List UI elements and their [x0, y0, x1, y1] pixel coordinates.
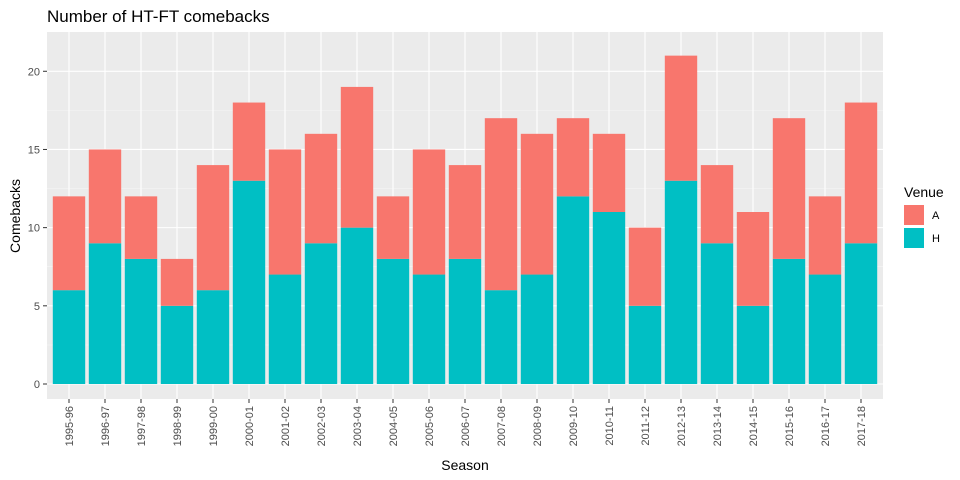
- bar-A-2014-15: [736, 212, 770, 306]
- bar-A-1999-00: [196, 165, 230, 291]
- x-tick-label: 1998-99: [172, 406, 184, 446]
- bar-A-1995-96: [52, 196, 86, 291]
- bar-H-2001-02: [268, 274, 302, 384]
- bar-H-2004-05: [376, 258, 410, 384]
- bar-H-2008-09: [520, 274, 554, 384]
- bars: [52, 55, 878, 384]
- bar-A-2001-02: [268, 149, 302, 275]
- bar-H-1997-98: [124, 258, 158, 384]
- y-tick-label: 0: [34, 379, 40, 391]
- bar-H-2005-06: [412, 274, 446, 384]
- bar-H-1995-96: [52, 290, 86, 384]
- x-tick-label: 2016-17: [820, 406, 832, 446]
- legend-label-H: H: [932, 233, 940, 245]
- legend-key-H: [904, 228, 924, 248]
- bar-A-2006-07: [448, 165, 482, 259]
- x-tick-label: 2002-03: [316, 406, 328, 446]
- bar-H-2017-18: [844, 243, 878, 384]
- y-tick-label: 15: [28, 144, 40, 156]
- bar-H-2010-11: [592, 212, 626, 384]
- bar-H-2016-17: [808, 274, 842, 384]
- bar-A-2002-03: [304, 133, 338, 244]
- bar-H-2015-16: [772, 258, 806, 384]
- x-tick-label: 2008-09: [532, 406, 544, 446]
- x-tick-label: 2001-02: [280, 406, 292, 446]
- bar-H-2007-08: [484, 290, 518, 384]
- bar-A-2016-17: [808, 196, 842, 275]
- y-tick-label: 5: [34, 301, 40, 313]
- bar-H-2003-04: [340, 227, 374, 384]
- bar-A-2012-13: [664, 55, 698, 181]
- y-tick-label: 20: [28, 66, 40, 78]
- x-tick-label: 2004-05: [388, 406, 400, 446]
- x-tick-label: 2005-06: [424, 406, 436, 446]
- bar-A-2011-12: [628, 227, 662, 306]
- bar-H-1999-00: [196, 290, 230, 384]
- x-tick-label: 2017-18: [856, 406, 868, 446]
- x-tick-label: 2013-14: [712, 406, 724, 446]
- bar-A-1997-98: [124, 196, 158, 259]
- bar-H-2013-14: [700, 243, 734, 384]
- x-tick-label: 2014-15: [748, 406, 760, 446]
- bar-A-2010-11: [592, 133, 626, 212]
- y-axis-title: Comebacks: [7, 179, 23, 253]
- bar-A-2000-01: [232, 102, 266, 181]
- legend-label-A: A: [932, 210, 940, 222]
- bar-A-2003-04: [340, 86, 374, 228]
- bar-H-1996-97: [88, 243, 122, 384]
- y-axis: 0 5 10 15 20: [28, 66, 47, 391]
- bar-H-2006-07: [448, 258, 482, 384]
- x-tick-label: 2006-07: [460, 406, 472, 446]
- legend-key-A: [904, 205, 924, 225]
- bar-H-2002-03: [304, 243, 338, 384]
- x-tick-label: 2007-08: [496, 406, 508, 446]
- x-axis-title: Season: [441, 457, 488, 473]
- bar-H-1998-99: [160, 305, 194, 384]
- bar-A-2013-14: [700, 165, 734, 244]
- chart-title: Number of HT-FT comebacks: [47, 7, 270, 26]
- bar-A-2007-08: [484, 118, 518, 291]
- bar-A-2017-18: [844, 102, 878, 244]
- bar-A-1996-97: [88, 149, 122, 244]
- bar-A-2005-06: [412, 149, 446, 275]
- bar-A-2009-10: [556, 118, 590, 197]
- x-tick-label: 2012-13: [676, 406, 688, 446]
- bar-A-2004-05: [376, 196, 410, 259]
- x-tick-label: 2015-16: [784, 406, 796, 446]
- legend: Venue AH: [904, 184, 944, 248]
- bar-H-2000-01: [232, 180, 266, 384]
- bar-H-2012-13: [664, 180, 698, 384]
- x-tick-label: 2010-11: [604, 406, 616, 446]
- legend-title: Venue: [904, 184, 944, 200]
- bar-H-2009-10: [556, 196, 590, 384]
- bar-H-2011-12: [628, 305, 662, 384]
- bar-H-2014-15: [736, 305, 770, 384]
- x-tick-label: 2000-01: [244, 406, 256, 446]
- bar-A-1998-99: [160, 258, 194, 306]
- x-tick-label: 1999-00: [208, 406, 220, 446]
- x-tick-label: 2009-10: [568, 406, 580, 446]
- x-tick-label: 2011-12: [640, 406, 652, 446]
- bar-A-2008-09: [520, 133, 554, 275]
- x-tick-label: 1997-98: [136, 406, 148, 446]
- x-tick-label: 2003-04: [352, 406, 364, 446]
- x-axis: 1995-96 1996-97 1997-98 1998-99 1999-00 2000-…: [64, 399, 868, 446]
- bar-A-2015-16: [772, 118, 806, 259]
- y-tick-label: 10: [28, 223, 40, 235]
- x-tick-label: 1996-97: [100, 406, 112, 446]
- x-tick-label: 1995-96: [64, 406, 76, 446]
